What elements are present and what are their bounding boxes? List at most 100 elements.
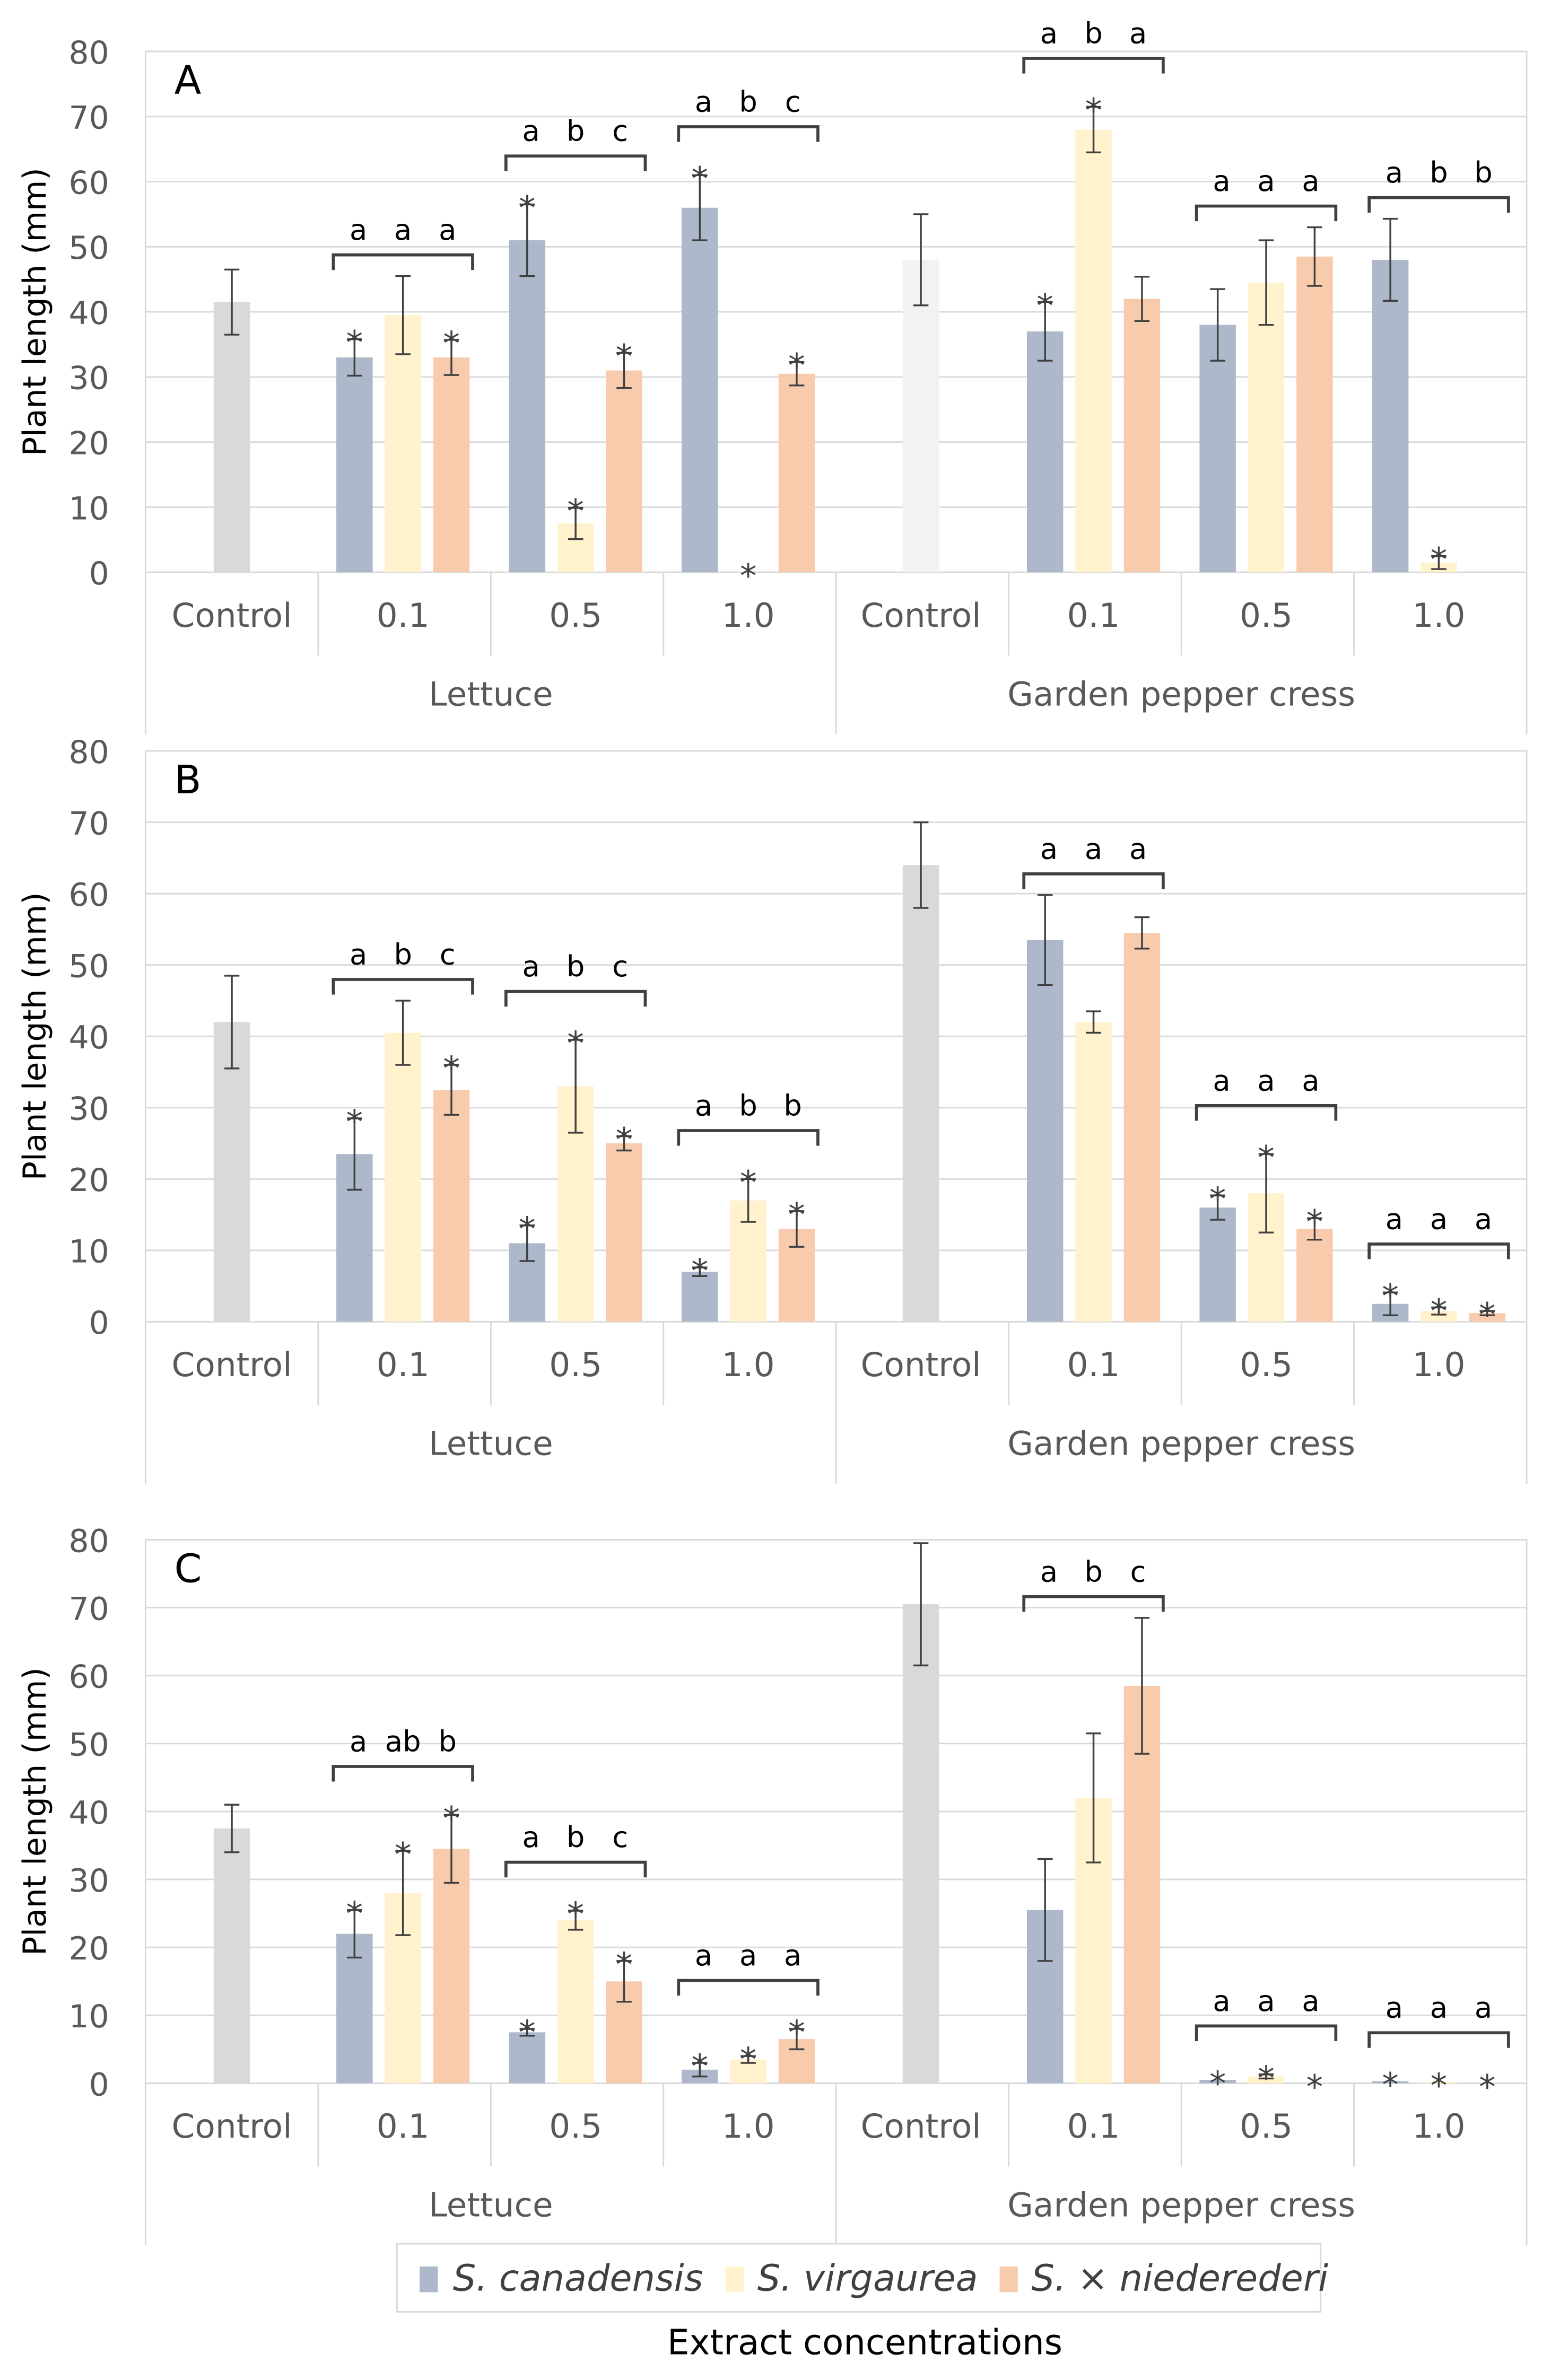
panel-C: 0 10 20 30 40 50 60 70 80 Plant length (mm) C Lettu… <box>16 1522 1528 2245</box>
group-bracket <box>677 125 820 142</box>
y-tick-label: 10 <box>69 1998 109 2035</box>
error-bar <box>1134 1617 1150 1755</box>
legend-swatch-s-niedererderi <box>999 2266 1018 2292</box>
significance-letter: a <box>1257 1984 1275 2018</box>
significance-letter: b <box>567 1821 585 1854</box>
group-label: Garden pepper cress <box>1007 2186 1355 2225</box>
bar-series-0 <box>1199 325 1236 573</box>
bar-series-1 <box>1248 2076 1285 2084</box>
error-bar <box>1382 1291 1398 1316</box>
bar-series-0 <box>509 2032 546 2084</box>
bar-series-2 <box>778 373 815 573</box>
significance-star: * <box>616 1121 632 1159</box>
group-bracket <box>1022 57 1165 74</box>
significance-letter: a <box>1213 164 1230 198</box>
group-bracket <box>332 253 474 270</box>
group-bracket <box>1367 1242 1510 1259</box>
significance-letter: b <box>567 115 585 148</box>
significance-letter: a <box>1213 1064 1230 1097</box>
y-tick-label: 30 <box>69 1091 109 1128</box>
significance-letter: b <box>1084 17 1102 50</box>
significance-star: * <box>788 2013 805 2052</box>
error-bar <box>568 1039 583 1134</box>
significance-star: * <box>519 2013 535 2052</box>
y-tick-label: 20 <box>69 1162 109 1199</box>
bar-series-2 <box>1296 1229 1333 1322</box>
significance-letter: c <box>612 1821 628 1854</box>
group-bracket <box>332 978 474 995</box>
significance-letter: b <box>1474 156 1492 189</box>
bar-series-2 <box>1123 933 1161 1322</box>
y-tick-label: 30 <box>69 1862 109 1900</box>
significance-star: * <box>443 1049 459 1088</box>
bar-series-1 <box>385 1032 421 1322</box>
category-label: 0.1 <box>1067 1345 1120 1384</box>
category-label: 1.0 <box>722 596 775 635</box>
significance-letter: c <box>785 85 801 118</box>
significance-star: * <box>395 1835 411 1874</box>
error-bar <box>1134 276 1150 322</box>
significance-star: * <box>567 1024 583 1063</box>
category-label: 1.0 <box>1413 596 1466 635</box>
error-bar <box>692 1266 708 1277</box>
significance-letter: a <box>350 938 367 971</box>
error-bar <box>1086 1010 1101 1034</box>
bar-series-1 <box>1075 1022 1112 1322</box>
bar-series-1 <box>1421 2081 1457 2084</box>
error-bar <box>1382 217 1398 302</box>
y-tick-label: 40 <box>69 295 109 332</box>
significance-letter: a <box>1302 1984 1319 2018</box>
group-label: Lettuce <box>429 1424 553 1463</box>
error-bar <box>740 1178 756 1223</box>
bar-series-0 <box>336 1933 373 2084</box>
bar-series-2 <box>606 370 642 573</box>
error-bar <box>913 821 929 909</box>
y-tick-label: 60 <box>69 1659 109 1696</box>
error-bar <box>347 1909 362 1959</box>
bar-series-0 <box>681 1272 718 1322</box>
significance-letter: a <box>1085 832 1102 865</box>
bar-control <box>213 1828 250 2084</box>
panel-letter: B <box>175 757 202 803</box>
error-bar <box>1258 2073 1274 2080</box>
error-bar <box>1258 239 1274 326</box>
significance-letter: a <box>1475 1202 1492 1236</box>
significance-star: * <box>519 1210 535 1248</box>
bar-series-2 <box>433 357 470 573</box>
group-bracket <box>504 154 647 171</box>
group-label: Garden pepper cress <box>1007 675 1355 713</box>
group-bracket <box>1367 2031 1510 2048</box>
error-bar <box>1210 1194 1225 1221</box>
error-bar <box>1134 916 1150 950</box>
significance-letter: b <box>439 1725 457 1758</box>
error-bar <box>789 1210 805 1248</box>
error-bar <box>692 174 708 241</box>
significance-star: * <box>692 1252 708 1291</box>
error-bar <box>1086 106 1101 154</box>
error-bar <box>1086 1732 1101 1863</box>
category-label: Control <box>861 2107 981 2146</box>
category-label: 0.5 <box>549 596 602 635</box>
significance-letter: a <box>1386 1991 1403 2025</box>
group-bracket <box>1022 1595 1165 1612</box>
legend-swatch-s-canadensis <box>420 2266 438 2292</box>
error-bar <box>347 338 362 377</box>
bar-series-0 <box>1372 2081 1409 2084</box>
significance-letter: c <box>440 938 456 971</box>
error-bar <box>1210 288 1225 362</box>
significance-letter: a <box>784 1939 801 1972</box>
error-bar <box>568 506 583 540</box>
category-label: 0.5 <box>1240 596 1293 635</box>
significance-letter: b <box>739 85 757 118</box>
error-bar <box>568 1910 583 1931</box>
significance-star: * <box>616 1945 632 1984</box>
significance-star: * <box>788 1195 805 1234</box>
y-tick-label: 10 <box>69 1233 109 1271</box>
significance-star: * <box>788 346 805 385</box>
significance-letter: a <box>350 213 367 247</box>
significance-letter: a <box>1302 164 1319 198</box>
significance-star: * <box>740 2041 756 2079</box>
category-label: 0.1 <box>377 1345 430 1384</box>
legend-label-s-virgaurea: S. virgaurea <box>757 2258 978 2300</box>
category-label: 1.0 <box>722 1345 775 1384</box>
